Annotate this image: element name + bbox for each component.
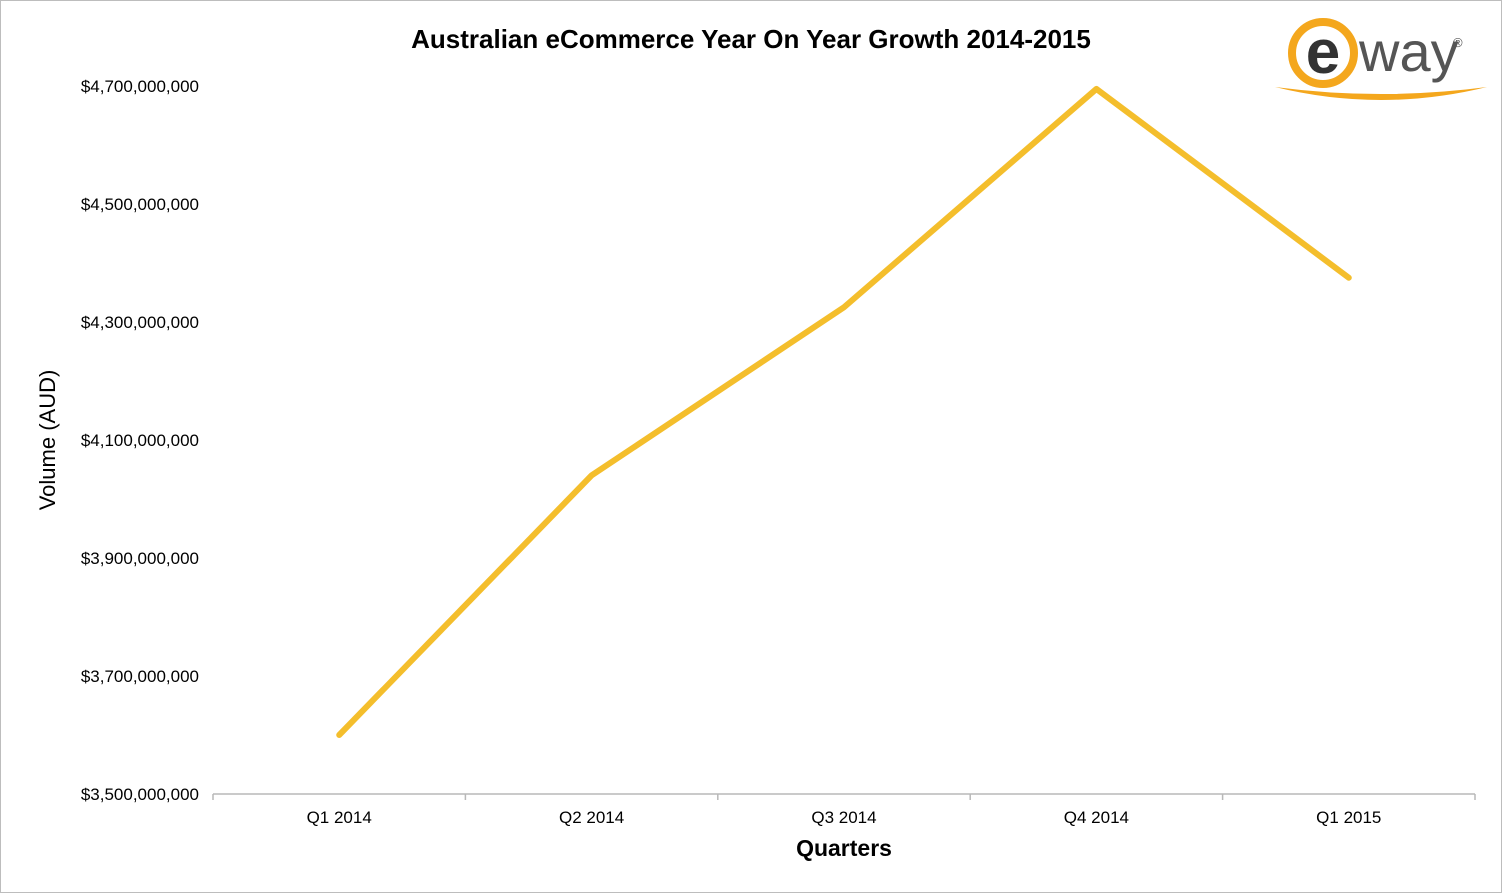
x-tick-label: Q4 2014 [1064,808,1129,827]
y-tick-label: $4,700,000,000 [81,77,199,96]
x-tick-label: Q3 2014 [811,808,876,827]
x-tick-label: Q1 2015 [1316,808,1381,827]
logo-swoosh [1275,87,1487,100]
logo-letter: e [1306,18,1340,87]
logo-text: way [1358,20,1459,83]
y-tick-label: $4,300,000,000 [81,313,199,332]
logo-ring [1288,18,1358,88]
x-tick-label: Q1 2014 [307,808,372,827]
chart-title: Australian eCommerce Year On Year Growth… [411,24,1091,54]
series-group [336,85,1352,738]
x-axis: Q1 2014 Q2 2014 Q3 2014 Q4 2014 Q1 2015 [212,793,1476,827]
y-axis-ticks: $3,500,000,000 $3,700,000,000 $3,900,000,0… [81,77,199,804]
x-tick-label: Q2 2014 [559,808,624,827]
logo-registered-mark: ® [1453,35,1463,50]
eway-logo: e way ® [1275,18,1487,100]
y-tick-label: $3,900,000,000 [81,549,199,568]
y-tick-label: $3,500,000,000 [81,785,199,804]
x-axis-label: Quarters [796,835,892,861]
y-tick-label: $3,700,000,000 [81,667,199,686]
y-axis-label: Volume (AUD) [35,370,60,511]
y-tick-label: $4,500,000,000 [81,195,199,214]
y-tick-label: $4,100,000,000 [81,431,199,450]
series-line [336,85,1352,738]
